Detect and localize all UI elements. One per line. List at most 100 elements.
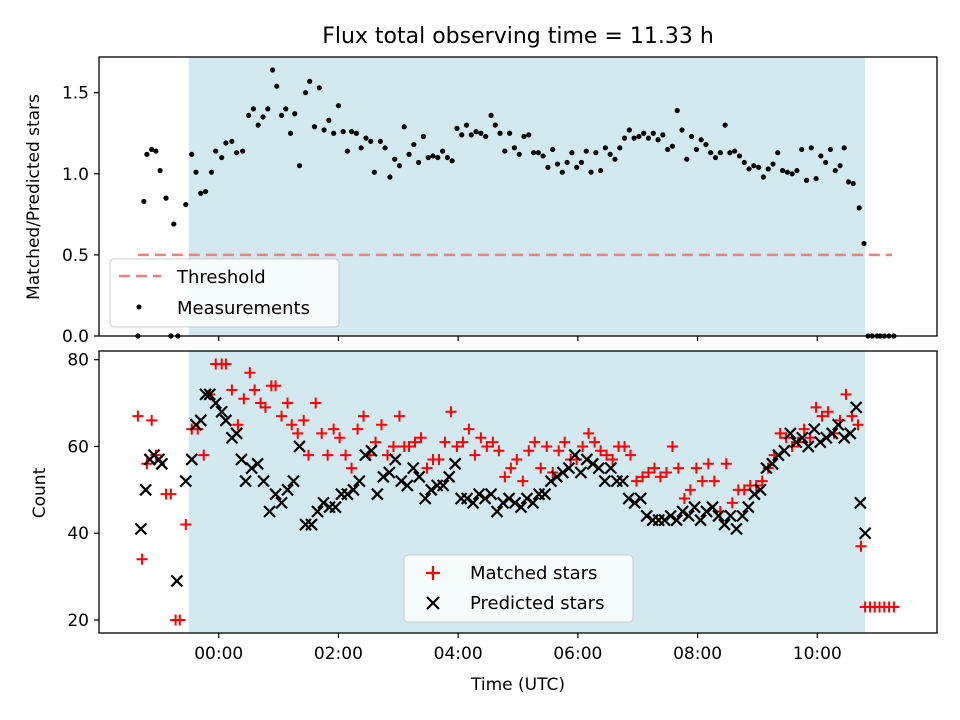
predicted-star-point — [371, 487, 384, 501]
measurement-point — [636, 133, 642, 140]
predicted-star-point — [694, 513, 707, 527]
measurement-point — [827, 146, 834, 153]
measurement-point — [837, 163, 843, 169]
matched-star-point — [328, 423, 340, 435]
matched-star-point — [433, 453, 445, 465]
matched-star-point — [409, 436, 421, 448]
measurement-point — [684, 156, 690, 162]
matched-star-point — [726, 497, 738, 509]
predicted-star-point — [341, 487, 354, 501]
top-legend: Threshold Measurements — [109, 258, 340, 328]
predicted-star-point — [854, 496, 867, 510]
matched-star-point — [648, 462, 660, 474]
measurement-point — [416, 159, 422, 166]
matched-star-point — [672, 462, 684, 474]
top-y-ticks: 0.0 0.5 1.0 1.5 — [62, 84, 99, 347]
predicted-star-point — [628, 496, 641, 510]
matched-star-point — [541, 440, 553, 452]
predicted-star-point — [586, 457, 600, 471]
measurement-point — [198, 190, 204, 196]
matched-star-point — [259, 401, 271, 413]
predicted-star-point — [568, 448, 582, 462]
matched-star-point — [475, 432, 487, 444]
measurement-point — [219, 154, 225, 161]
matched-star-point — [840, 388, 852, 400]
predicted-star-point — [562, 461, 576, 475]
measurement-point — [564, 159, 570, 166]
measurement-point — [775, 150, 781, 156]
predicted-star-point — [359, 448, 372, 462]
measurement-point — [545, 164, 551, 170]
matched-star-point — [678, 493, 690, 505]
predicted-star-point — [185, 453, 199, 466]
measurement-point — [660, 132, 666, 138]
predicted-star-point — [676, 505, 689, 518]
top-panel: 0.0 0.5 1.0 1.5 Matched/Predicted stars Thr… — [24, 56, 938, 347]
matched-star-point — [553, 445, 565, 457]
predicted-star-point — [574, 466, 588, 479]
measurement-point — [358, 145, 364, 151]
measurement-point — [712, 154, 719, 161]
predicted-star-point — [395, 474, 408, 488]
predicted-star-point — [580, 453, 594, 466]
measurement-point — [746, 166, 752, 172]
matched-star-point — [696, 475, 708, 487]
measurement-point — [850, 180, 856, 187]
predicted-star-point — [766, 457, 779, 471]
measurement-point — [631, 135, 637, 141]
matched-star-point — [822, 406, 834, 418]
predicted-star-point — [556, 466, 570, 479]
matched-star-point — [523, 445, 535, 457]
matched-star-point — [595, 445, 607, 457]
matched-star-point — [457, 436, 469, 448]
bottom-y-tick-label: 20 — [67, 611, 89, 631]
measurement-point — [240, 148, 246, 154]
measurement-point — [526, 132, 532, 138]
matched-star-point — [346, 462, 358, 474]
measurement-point — [269, 67, 276, 73]
predicted-star-point — [664, 509, 677, 523]
measurement-point — [808, 145, 814, 151]
predicted-star-point — [365, 444, 378, 458]
measurement-point — [736, 153, 743, 159]
predicted-star-point — [634, 492, 647, 505]
predicted-star-point — [170, 574, 184, 588]
measurement-point — [459, 132, 465, 138]
matched-star-point — [559, 436, 571, 448]
predicted-star-point — [257, 474, 270, 488]
measurement-point — [650, 130, 656, 136]
measurement-point — [698, 137, 704, 143]
bottom-x-ticks: 00:00 02:00 04:00 06:00 08:00 10:00 — [194, 633, 842, 664]
matched-star-point — [577, 440, 589, 452]
bottom-y-ticks: 20 40 60 80 — [67, 351, 99, 631]
measurement-point — [478, 130, 484, 136]
measurement-point — [550, 146, 556, 153]
legend-predicted-marker — [426, 596, 440, 610]
predicted-star-point — [329, 500, 342, 514]
matched-star-point — [358, 410, 370, 422]
matched-star-point — [463, 423, 475, 435]
measurement-point — [401, 124, 407, 130]
matched-star-point — [238, 393, 250, 405]
matched-star-point — [631, 475, 643, 487]
predicted-star-point — [239, 474, 252, 488]
measurement-point — [861, 240, 867, 247]
predicted-star-point — [502, 492, 516, 505]
measurement-point — [260, 114, 266, 120]
measurement-point — [335, 103, 342, 109]
predicted-star-point — [760, 461, 773, 475]
top-axes-frame — [98, 56, 938, 337]
top-legend-box — [109, 258, 340, 328]
measurement-point — [171, 221, 177, 227]
measurement-point — [511, 145, 518, 151]
measurement-point — [157, 167, 163, 174]
predicted-star-point — [484, 487, 498, 501]
matched-star-point — [601, 449, 613, 461]
legend-matched-marker — [426, 566, 440, 580]
bottom-legend: Matched stars Predicted stars — [403, 554, 634, 623]
measurement-point — [598, 167, 604, 174]
measurement-point — [540, 153, 546, 159]
predicted-star-point — [748, 487, 761, 501]
predicted-star-point — [814, 435, 827, 449]
measurement-point — [234, 150, 240, 156]
